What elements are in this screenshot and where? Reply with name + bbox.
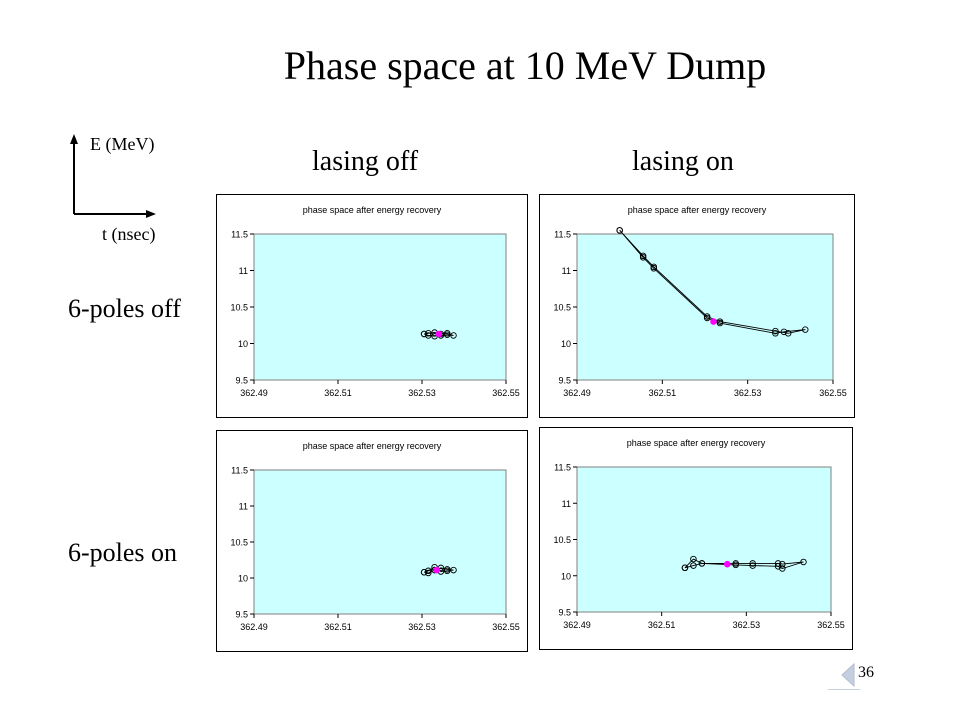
y-tick-label: 10.5 <box>553 303 571 313</box>
y-tick-label: 10.5 <box>230 538 248 548</box>
time-axis-label: t (nsec) <box>102 224 156 244</box>
y-tick-label: 10.5 <box>553 535 571 545</box>
row-header-6-poles-on: 6-poles on <box>68 538 178 567</box>
data-point <box>749 560 756 567</box>
x-tick-label: 362.53 <box>408 622 436 632</box>
y-tick-label: 11 <box>239 502 248 512</box>
highlight-point <box>435 330 443 338</box>
data-point <box>639 254 647 261</box>
data-point <box>780 328 788 336</box>
y-tick-label: 10 <box>238 339 248 349</box>
data-point <box>779 565 786 572</box>
slide-title: Phase space at 10 MeV Dump <box>283 43 767 88</box>
data-point <box>779 560 786 568</box>
highlight-point <box>710 318 717 325</box>
y-tick-label: 11 <box>239 266 248 276</box>
data-point <box>772 330 779 337</box>
plot-area <box>576 466 832 613</box>
data-point <box>732 560 739 567</box>
page-number: 36 <box>858 664 874 681</box>
y-tick-label: 9.5 <box>235 376 248 386</box>
chart-lasing-off-6-poles-off: phase space after energy recovery 9.5 10 10… <box>216 194 528 418</box>
data-point <box>450 332 457 339</box>
data-point <box>690 562 697 569</box>
y-tick-label: 11.5 <box>554 230 571 240</box>
x-tick-label: 362.55 <box>492 622 520 632</box>
data-point <box>425 569 432 577</box>
plot-area <box>253 469 507 615</box>
data-point <box>784 330 792 337</box>
data-point <box>703 314 711 322</box>
x-tick-label: 362.51 <box>648 620 676 630</box>
y-tick-label: 11.5 <box>554 463 571 473</box>
column-header-lasing-off: lasing off <box>312 146 419 177</box>
data-point <box>716 319 724 327</box>
axis-arrows-icon <box>70 134 156 218</box>
x-tick-label: 362.55 <box>819 388 847 398</box>
x-tick-label: 362.53 <box>734 388 762 398</box>
chart-title: phase space after energy recovery <box>303 205 442 215</box>
data-point <box>749 562 756 569</box>
row-header-6-poles-off: 6-poles off <box>68 294 181 323</box>
nav-underline <box>828 689 860 690</box>
data-point <box>774 560 782 567</box>
x-tick-label: 362.51 <box>324 388 352 398</box>
y-tick-label: 9.5 <box>558 608 571 618</box>
y-tick-label: 10.5 <box>230 303 248 313</box>
x-tick-label: 362.49 <box>240 622 268 632</box>
chart-title: phase space after energy recovery <box>627 438 766 448</box>
data-point <box>802 326 809 333</box>
series-line <box>684 558 804 569</box>
data-point <box>443 330 451 337</box>
y-tick-label: 11 <box>562 499 571 509</box>
data-point <box>443 567 451 575</box>
back-arrow-icon[interactable] <box>836 661 862 689</box>
data-point <box>425 567 432 575</box>
y-tick-label: 11 <box>562 266 571 276</box>
chart-lasing-on-6-poles-off: phase space after energy recovery 9.5 10 10… <box>539 194 855 418</box>
y-tick-label: 11.5 <box>231 466 248 476</box>
data-point <box>681 564 689 572</box>
chart-lasing-off-6-poles-on: phase space after energy recovery 9.5 10 10… <box>216 430 528 652</box>
plot-area <box>253 233 507 381</box>
data-point <box>690 555 697 563</box>
y-tick-label: 10 <box>561 339 571 349</box>
plot-area <box>576 233 834 381</box>
data-point <box>420 568 428 576</box>
y-tick-label: 10 <box>238 574 248 584</box>
data-point <box>616 227 623 234</box>
data-point <box>772 327 779 335</box>
data-point <box>425 330 432 337</box>
x-tick-label: 362.53 <box>408 388 436 398</box>
x-tick-label: 362.51 <box>324 622 352 632</box>
data-point <box>650 265 658 272</box>
data-point <box>698 560 706 567</box>
chart-title: phase space after energy recovery <box>628 205 767 215</box>
x-tick-label: 362.49 <box>563 620 591 630</box>
data-point <box>800 558 807 566</box>
data-point <box>420 330 428 338</box>
y-tick-label: 9.5 <box>235 610 248 620</box>
x-tick-label: 362.55 <box>492 388 520 398</box>
y-tick-label: 11.5 <box>231 230 248 240</box>
y-tick-label: 10 <box>561 571 571 581</box>
x-tick-label: 362.49 <box>240 388 268 398</box>
data-point <box>450 566 457 574</box>
chart-lasing-on-6-poles-on: phase space after energy recovery 9.5 10 10… <box>539 427 853 650</box>
highlight-point <box>433 566 440 574</box>
chart-title: phase space after energy recovery <box>303 441 442 451</box>
column-header-lasing-on: lasing on <box>632 146 734 177</box>
series-line <box>423 332 454 337</box>
highlight-point <box>723 560 731 568</box>
data-point <box>425 332 432 339</box>
x-tick-label: 362.49 <box>563 388 591 398</box>
y-tick-label: 9.5 <box>558 376 571 386</box>
x-tick-label: 362.53 <box>733 620 761 630</box>
x-tick-label: 362.55 <box>817 620 845 630</box>
x-tick-label: 362.51 <box>649 388 677 398</box>
series-line <box>619 229 806 334</box>
energy-axis-label: E (MeV) <box>90 134 155 154</box>
